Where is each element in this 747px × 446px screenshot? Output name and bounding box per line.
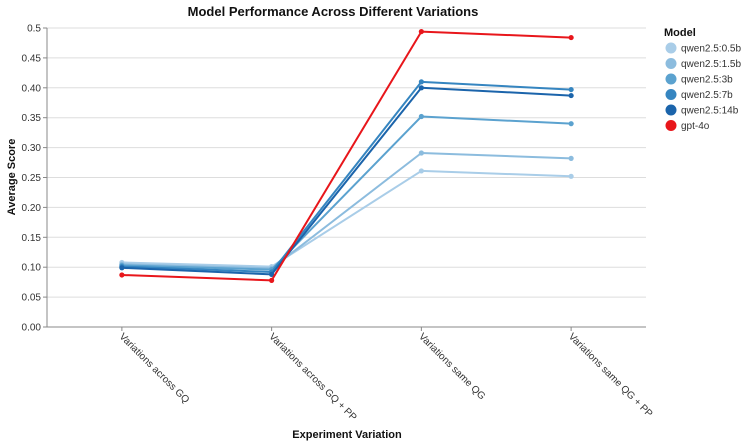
legend-swatch <box>665 104 677 116</box>
series-lines <box>119 28 574 283</box>
legend-label: qwen2.5:1.5b <box>681 59 741 70</box>
y-tick-label: 0.10 <box>22 263 42 274</box>
x-tick-label: Variations same QG <box>416 331 487 402</box>
y-tick-label: 0.20 <box>22 203 42 214</box>
x-axis-title: Experiment Variation <box>292 429 402 441</box>
series-line-qwen2-5-7b <box>121 80 572 273</box>
data-point <box>568 34 574 41</box>
data-point <box>119 265 125 271</box>
legend-label: qwen2.5:7b <box>681 90 733 101</box>
data-point <box>418 85 424 91</box>
legend: Model qwen2.5:0.5b qwen2.5:1.5b qwen2.5:3b… <box>664 27 741 132</box>
data-point <box>418 113 424 120</box>
data-point <box>568 92 574 99</box>
x-tick-label: Variations across GQ + PP <box>267 331 359 423</box>
y-tick-label: 0.40 <box>22 83 42 94</box>
legend-swatch <box>665 42 677 54</box>
legend-swatch <box>665 58 677 69</box>
data-point <box>568 155 574 161</box>
series-line-gpt-4o <box>121 30 572 282</box>
data-point <box>568 173 574 179</box>
data-point <box>269 277 275 283</box>
legend-label: qwen2.5:14b <box>681 106 739 117</box>
data-point <box>568 86 574 93</box>
series-line-qwen2-5-14b <box>121 86 572 276</box>
y-tick-label: 0.5 <box>27 24 41 35</box>
x-tick-label: Variations across GQ <box>117 331 192 406</box>
legend-label: gpt-4o <box>681 121 710 132</box>
y-tick-label: 0.05 <box>22 293 42 304</box>
series-line-qwen2-5-0-5b <box>121 169 572 268</box>
y-tick-label: 0.45 <box>22 53 42 64</box>
legend-label: qwen2.5:0.5b <box>681 44 741 55</box>
chart-title: Model Performance Across Different Varia… <box>188 4 479 19</box>
legend-title: Model <box>664 27 696 39</box>
x-tick-label: Variations same QG + PP <box>566 331 655 420</box>
data-point <box>418 79 424 85</box>
y-tick-label: 0.25 <box>22 173 42 184</box>
y-tick-label: 0.15 <box>22 233 42 244</box>
data-point <box>418 168 424 174</box>
data-point <box>119 272 125 278</box>
y-tick-label: 0.30 <box>22 143 42 154</box>
y-axis-title: Average Score <box>6 139 18 216</box>
y-tick-label: 0.00 <box>22 323 42 334</box>
y-tick-label: 0.35 <box>22 113 42 124</box>
data-point <box>418 150 424 156</box>
legend-swatch <box>665 89 677 100</box>
data-point <box>269 271 275 277</box>
legend-label: qwen2.5:3b <box>681 75 733 86</box>
series-line-qwen2-5-1-5b <box>121 151 572 270</box>
data-point <box>418 28 424 35</box>
legend-swatch <box>665 120 677 131</box>
legend-swatch <box>665 73 677 85</box>
series-line-qwen2-5-3b <box>121 115 572 271</box>
data-point <box>568 121 574 127</box>
